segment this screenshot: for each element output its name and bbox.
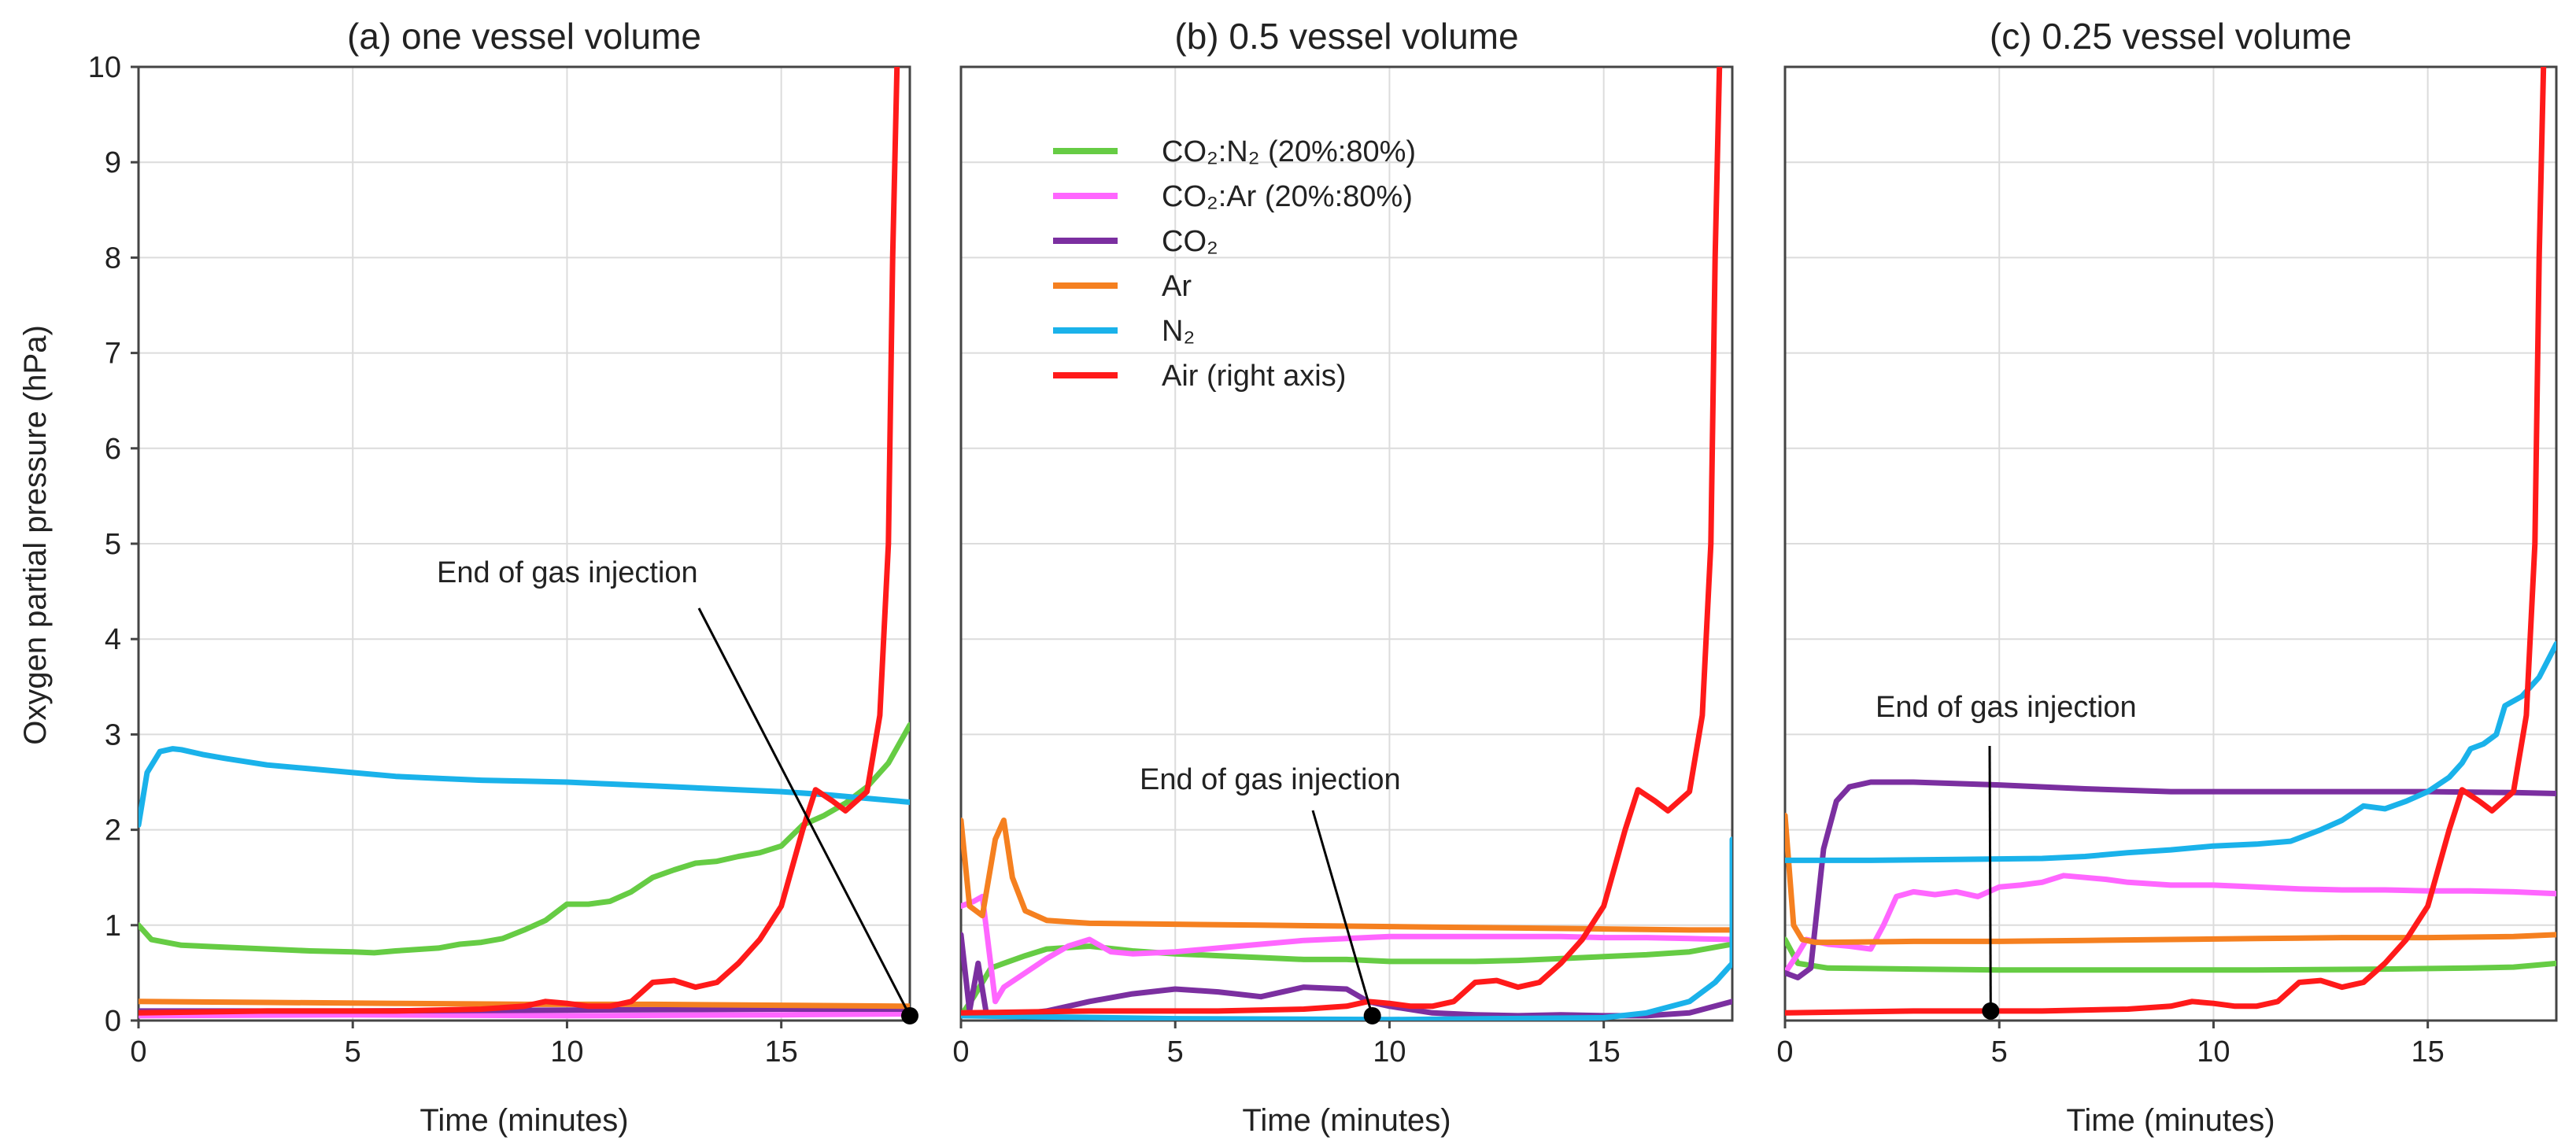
y-tick-label: 1 — [105, 910, 121, 943]
panel-title: (a) one vessel volume — [347, 16, 701, 57]
plot-frame — [1783, 65, 2558, 1022]
y-tick-label: 4 — [105, 623, 121, 656]
x-axis-label: Time (minutes) — [2066, 1103, 2275, 1138]
series-line — [1785, 812, 2556, 946]
annotation-label: End of gas injection — [437, 556, 698, 589]
x-tick-label: 0 — [952, 1035, 969, 1069]
y-tick-label: 6 — [105, 433, 121, 466]
annotation-dot — [901, 1006, 918, 1024]
legend-label: Air (right axis) — [1162, 360, 1346, 393]
panel-2: 0 5 10 15 (b) 0.5 vessel volume Time (minutes… — [952, 16, 1734, 1138]
annotation-label: End of gas injection — [1140, 763, 1401, 796]
annotation-leader-line — [697, 607, 911, 1017]
y-tick-label: 7 — [105, 338, 121, 371]
y-tick-label: 8 — [105, 242, 121, 275]
legend-label: Ar — [1162, 270, 1192, 303]
annotation-dot — [1982, 1002, 2000, 1020]
x-tick-label: 5 — [345, 1035, 361, 1069]
series-line — [1785, 67, 2547, 1016]
y-tick-label: 5 — [105, 528, 121, 561]
legend-label: CO₂ — [1162, 225, 1218, 258]
series-line — [961, 67, 1723, 1016]
y-tick-label: 0 — [105, 1005, 121, 1038]
series-line — [1785, 779, 2556, 980]
x-tick-label: 15 — [2412, 1035, 2445, 1069]
series-line — [1785, 640, 2556, 863]
x-tick-label: 0 — [130, 1035, 146, 1069]
legend-label: N₂ — [1162, 315, 1195, 348]
legend: CO₂:N₂ (20%:80%) CO₂:Ar (20%:80%) CO₂ Ar N₂ A… — [1053, 135, 1416, 393]
annotation-label: End of gas injection — [1876, 691, 2137, 724]
y-tick-label: 2 — [105, 814, 121, 847]
series-line — [961, 941, 1732, 1019]
series-line — [1785, 873, 2556, 976]
x-tick-label: 0 — [1776, 1035, 1793, 1069]
annotation-dot — [1363, 1006, 1381, 1024]
series-line — [961, 893, 1732, 1005]
annotation-leader-line — [1311, 810, 1374, 1017]
x-axis-label: Time (minutes) — [419, 1103, 628, 1138]
panel-title: (c) 0.25 vessel volume — [1990, 16, 2352, 57]
x-tick-label: 10 — [2197, 1035, 2230, 1069]
series-line — [961, 818, 1732, 933]
series-line — [1785, 936, 2556, 973]
series-line — [961, 836, 1732, 1021]
panel-title: (b) 0.5 vessel volume — [1174, 16, 1518, 57]
x-tick-label: 10 — [550, 1035, 583, 1069]
panel-1: 0 5 10 15 0 1 2 3 4 5 6 7 8 9 10 (a) one vessel volume T… — [88, 16, 918, 1138]
y-tick-label: 9 — [105, 146, 121, 179]
x-tick-label: 5 — [1167, 1035, 1184, 1069]
panel-3: 0 5 10 15 (c) 0.25 vessel volume Time (minute… — [1776, 16, 2558, 1138]
x-tick-label: 15 — [1587, 1035, 1621, 1069]
y-tick-label: 10 — [88, 51, 121, 84]
x-axis-label: Time (minutes) — [1242, 1103, 1451, 1138]
series-line — [139, 67, 900, 1016]
x-tick-label: 15 — [765, 1035, 798, 1069]
series-line — [139, 1011, 910, 1019]
x-tick-label: 5 — [1991, 1035, 2008, 1069]
y-tick-label: 3 — [105, 718, 121, 751]
y-axis-label: Oxygen partial pressure (hPa) — [18, 325, 53, 745]
x-tick-label: 10 — [1373, 1035, 1406, 1069]
legend-label: CO₂:Ar (20%:80%) — [1162, 180, 1413, 213]
series-line — [139, 722, 910, 956]
series-line — [139, 746, 910, 828]
legend-label: CO₂:N₂ (20%:80%) — [1162, 135, 1416, 168]
